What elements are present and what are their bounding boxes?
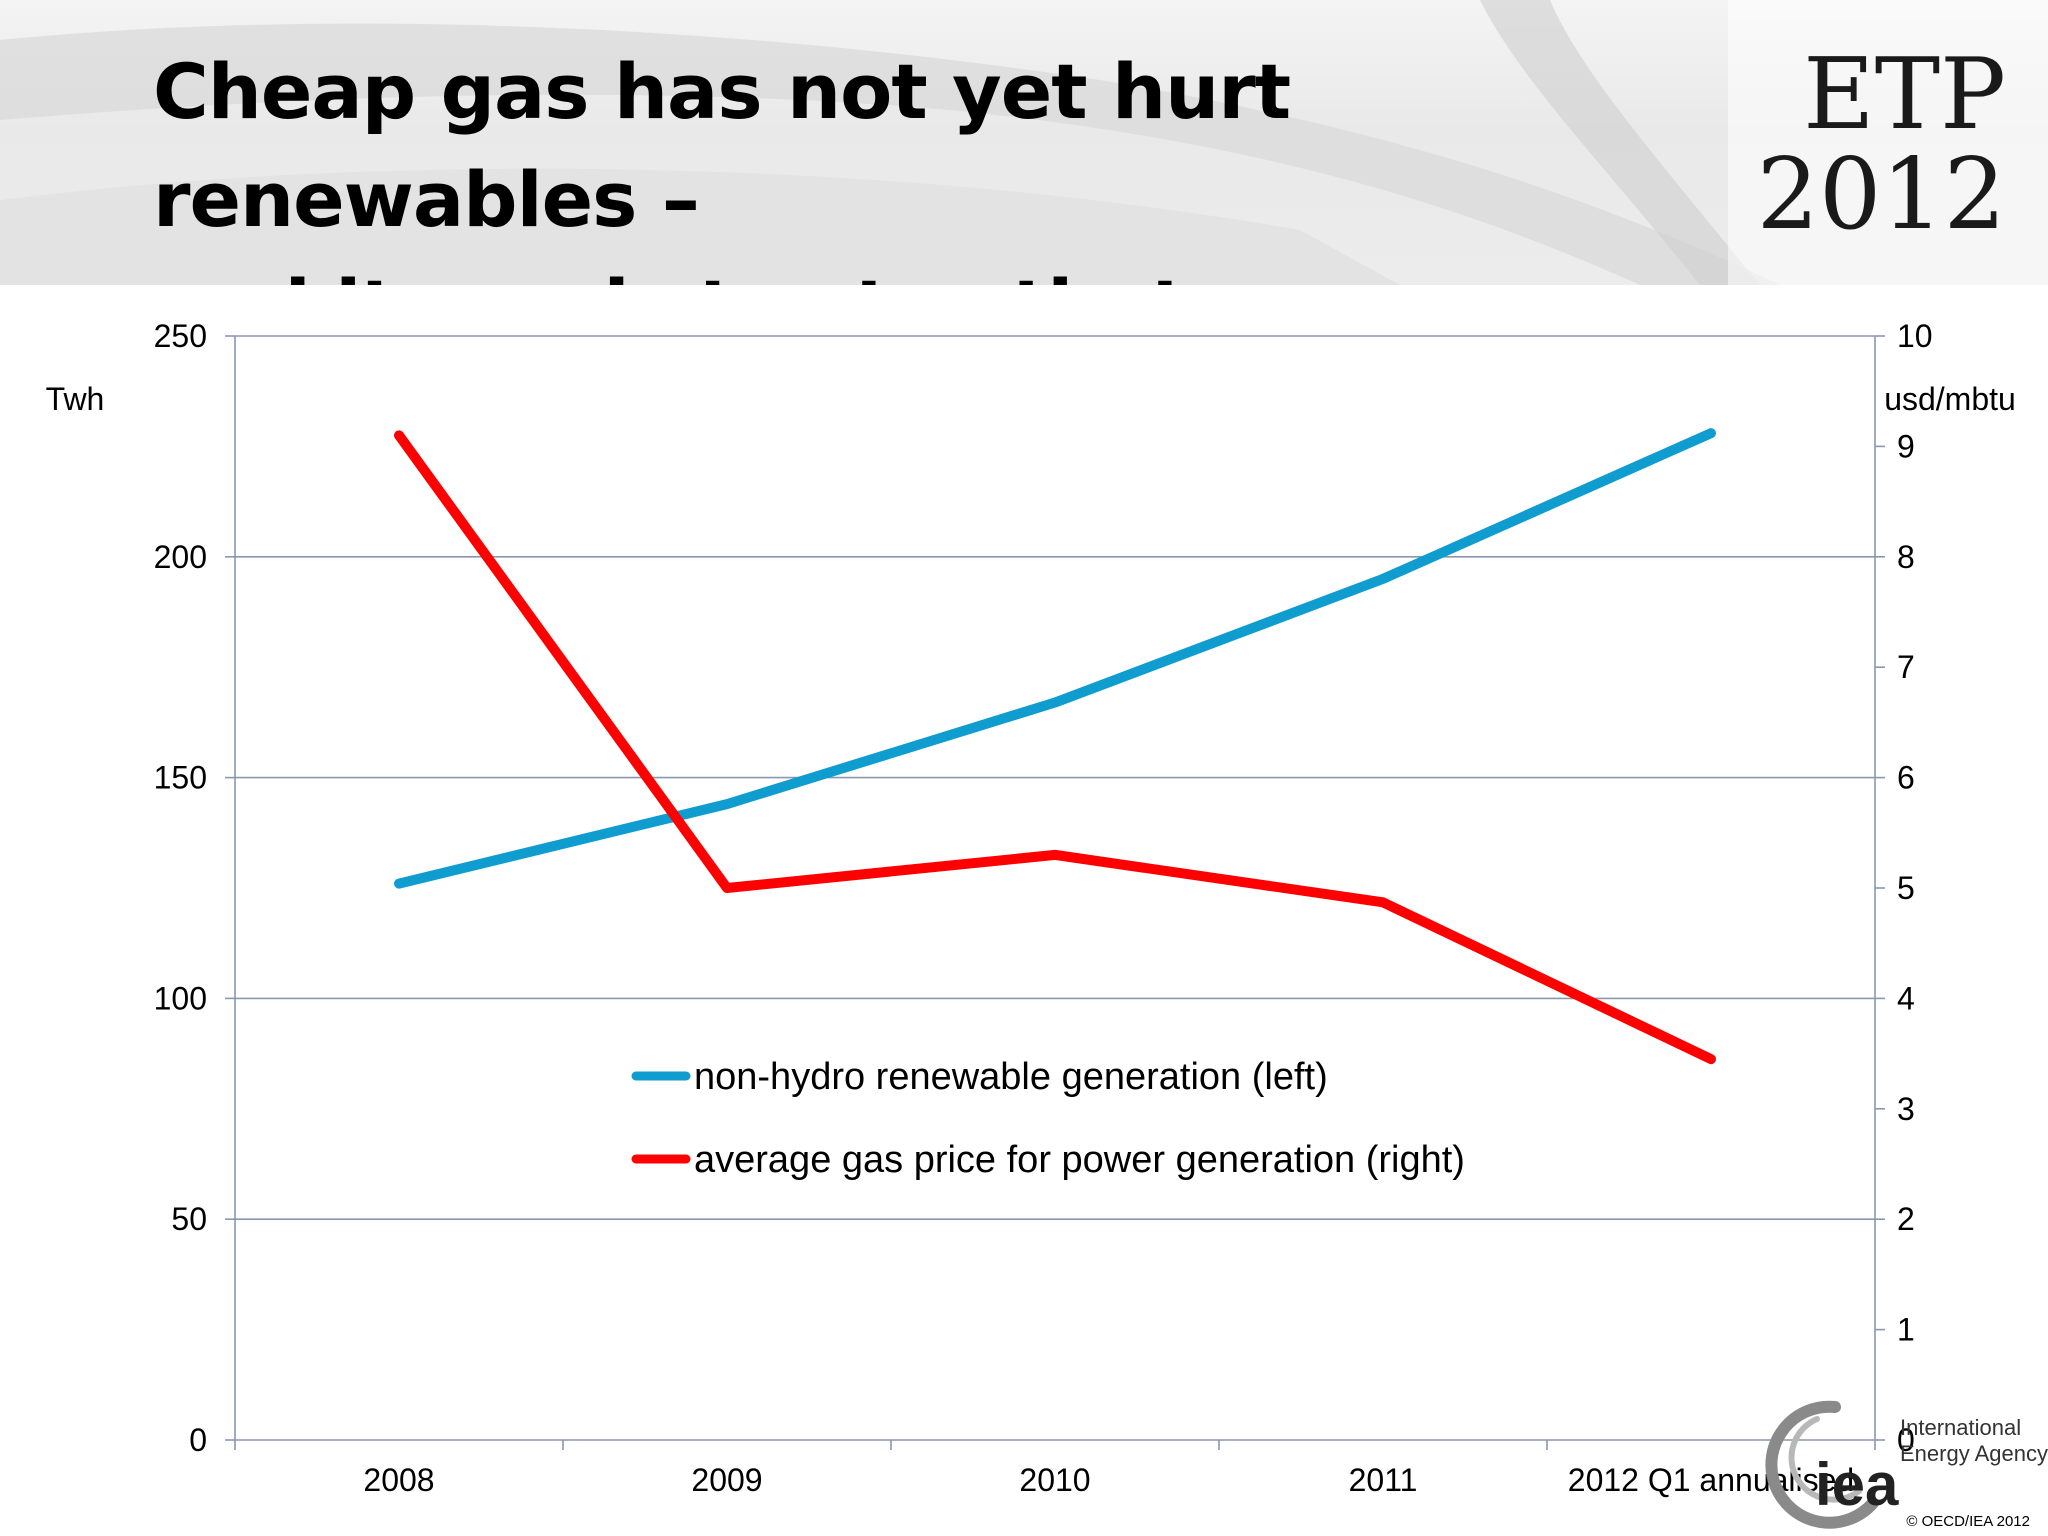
right-tick-label: 1 bbox=[1897, 1312, 1915, 1348]
x-tick-label: 2009 bbox=[691, 1462, 762, 1498]
header-background-swoosh bbox=[0, 0, 1780, 285]
legend-label-renewables: non-hydro renewable generation (left) bbox=[694, 1056, 1328, 1098]
line-chart: 0 50 100 150 200 250 0 1 2 3 4 5 6 7 8 9 10 2008 2009 2010 2… bbox=[46, 318, 2016, 1498]
x-tick-label: 2010 bbox=[1019, 1462, 1090, 1498]
left-axis-unit: Twh bbox=[46, 381, 105, 417]
series-line-renewables bbox=[394, 428, 1716, 889]
grid-lines bbox=[235, 335, 1875, 1221]
right-tick-label: 6 bbox=[1897, 760, 1915, 796]
copyright-notice: © OECD/IEA 2012 bbox=[1906, 1513, 2030, 1530]
etp-badge-line1: ETP bbox=[1803, 38, 2006, 152]
right-tick-label: 4 bbox=[1897, 980, 1915, 1016]
right-tick-label: 5 bbox=[1897, 870, 1915, 906]
x-tick-label: 2008 bbox=[363, 1462, 434, 1498]
tick-labels: 0 50 100 150 200 250 0 1 2 3 4 5 6 7 8 9 10 2008 2009 2010 2… bbox=[154, 318, 1933, 1498]
iea-org-name: International Energy Agency bbox=[1900, 1415, 2048, 1466]
etp-badge-line2: 2012 bbox=[1756, 138, 2006, 252]
slide-header: Cheap gas has not yet hurt renewables – … bbox=[0, 0, 2048, 285]
left-tick-label: 100 bbox=[154, 980, 207, 1016]
right-tick-label: 7 bbox=[1897, 649, 1915, 685]
series-line-gas-price bbox=[394, 430, 1716, 1065]
right-tick-label: 9 bbox=[1897, 428, 1915, 464]
x-tick-label: 2011 bbox=[1349, 1462, 1418, 1498]
left-tick-label: 0 bbox=[189, 1422, 207, 1458]
right-tick-label: 2 bbox=[1897, 1201, 1915, 1237]
iea-logo-wordmark: iea bbox=[1815, 1451, 1899, 1518]
right-tick-label: 0 bbox=[1897, 1422, 1915, 1458]
legend-label-gas-price: average gas price for power generation (… bbox=[694, 1139, 1465, 1181]
chart-legend: non-hydro renewable generation (left) av… bbox=[631, 1056, 1465, 1181]
etp-badge: ETP 2012 bbox=[1728, 0, 2048, 285]
slide-title: Cheap gas has not yet hurt renewables – … bbox=[153, 47, 1378, 285]
left-tick-label: 50 bbox=[171, 1201, 207, 1237]
left-tick-label: 250 bbox=[154, 318, 207, 354]
left-tick-label: 150 bbox=[154, 760, 207, 796]
right-axis-unit: usd/mbtu bbox=[1884, 381, 2016, 417]
right-tick-label: 8 bbox=[1897, 539, 1915, 575]
left-tick-label: 200 bbox=[154, 539, 207, 575]
right-tick-label: 3 bbox=[1897, 1091, 1915, 1127]
right-tick-label: 10 bbox=[1897, 318, 1933, 354]
chart-axes bbox=[225, 335, 1885, 1450]
data-series bbox=[394, 428, 1716, 1065]
iea-logo-icon: iea bbox=[1765, 1400, 1899, 1529]
